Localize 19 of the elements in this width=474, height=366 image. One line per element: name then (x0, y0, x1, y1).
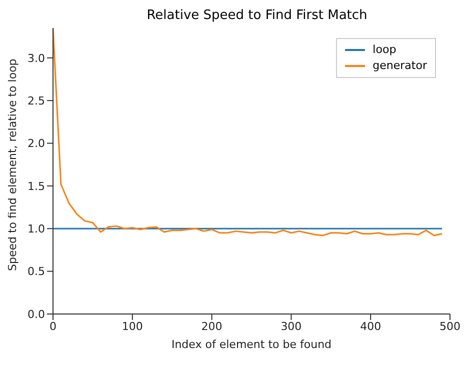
x-tick-label: 0 (50, 320, 56, 333)
y-tick-label: 0.0 (28, 308, 45, 321)
x-tick-label: 400 (360, 320, 382, 333)
x-tick-label: 100 (122, 320, 143, 333)
x-tick-label: 500 (440, 320, 460, 333)
y-tick-label: 2.0 (28, 137, 45, 150)
legend-label: generator (372, 58, 427, 74)
x-tick-label: 200 (201, 320, 222, 333)
y-axis-title: Speed to find element, relative to loop (6, 58, 19, 271)
y-tick-label: 0.5 (28, 265, 45, 278)
line-series (53, 28, 443, 236)
y-tick-label: 1.5 (28, 180, 45, 193)
y-tick-label: 3.0 (28, 52, 45, 65)
y-tick-label: 2.5 (28, 94, 45, 108)
chart-title: Relative Speed to Find First Match (146, 8, 368, 25)
x-tick-label: 300 (280, 320, 302, 333)
legend-label: loop (372, 42, 396, 58)
x-axis-title: Index of element to be found (171, 338, 332, 351)
y-tick-label: 1.0 (28, 222, 45, 236)
